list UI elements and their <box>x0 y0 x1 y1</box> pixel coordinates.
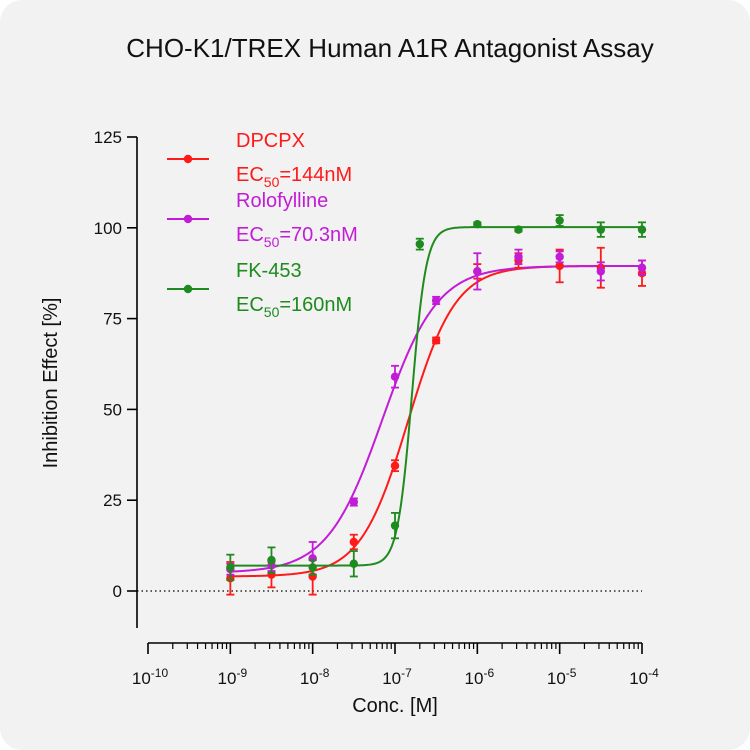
y-tick-label: 50 <box>103 400 122 419</box>
y-tick-label: 25 <box>103 491 122 510</box>
legend-ec50-dpcpx: EC50=144nM <box>236 164 352 190</box>
legend-marker-fk-453 <box>183 284 193 294</box>
x-tick-label: 10-9 <box>218 666 248 688</box>
legend-ec50-fk-453: EC50=160nM <box>236 294 352 320</box>
axes: 0 25 50 75 100 125 10-10 10-9 10-8 10-7 10-6 10-5 10… <box>94 128 659 688</box>
data-point <box>226 563 235 572</box>
y-tick-label: 100 <box>94 219 122 238</box>
data-point <box>308 563 317 572</box>
x-axis-label: Conc. [M] <box>352 695 438 717</box>
x-tick-label: 10-8 <box>300 666 330 688</box>
x-tick-label: 10-5 <box>547 666 577 688</box>
data-point <box>637 225 647 234</box>
data-point <box>555 216 564 225</box>
y-tick-label: 75 <box>103 310 122 329</box>
data-point <box>267 555 276 565</box>
data-point <box>596 267 606 276</box>
data-point <box>514 225 523 234</box>
data-point <box>415 239 424 249</box>
x-tick-label: 10-10 <box>132 666 169 688</box>
data-point <box>473 267 482 276</box>
data-point <box>390 521 400 530</box>
y-tick-label: 125 <box>94 128 122 147</box>
data-points <box>226 214 647 596</box>
data-point <box>349 559 359 568</box>
fit-curve-fk-453 <box>230 226 642 567</box>
data-point <box>431 336 441 345</box>
data-point <box>390 372 400 381</box>
x-tick-label: 10-4 <box>629 666 659 688</box>
data-point <box>514 252 523 262</box>
legend-name-fk-453: FK-453 <box>236 260 302 282</box>
data-point <box>596 225 606 234</box>
data-point <box>555 252 564 262</box>
data-point <box>349 497 359 507</box>
legend-marker-rolofylline <box>183 214 193 224</box>
legend-name-dpcpx: DPCPX <box>236 130 305 152</box>
chart-title: CHO-K1/TREX Human A1R Antagonist Assay <box>126 33 653 63</box>
legend-ec50-rolofylline: EC50=70.3nM <box>236 224 358 250</box>
x-tick-label: 10-6 <box>465 666 495 688</box>
x-tick-label: 10-7 <box>382 666 412 688</box>
data-point <box>555 261 564 271</box>
data-point <box>349 537 359 547</box>
data-point <box>390 461 400 470</box>
y-tick-label: 0 <box>113 582 122 601</box>
legend-marker-dpcpx <box>183 154 193 164</box>
legend-name-rolofylline: Rolofylline <box>236 190 328 212</box>
data-point <box>473 219 482 229</box>
data-point <box>637 263 647 272</box>
data-point <box>431 296 441 305</box>
y-axis-label: Inhibition Effect [%] <box>40 298 62 469</box>
